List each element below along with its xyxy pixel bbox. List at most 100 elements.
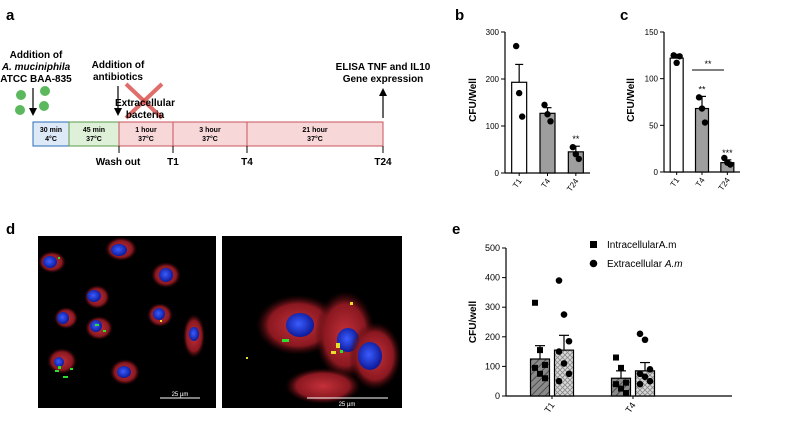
data-point [512, 42, 520, 50]
segment-4-time: 3 hour [199, 127, 221, 134]
chart-c: 0 50 100 150 T1 ** T4 *** T24 [645, 28, 740, 192]
bacterium-dot [16, 90, 26, 100]
data-point [670, 52, 677, 59]
y-tick-label: 150 [645, 28, 659, 37]
x-tick-label: T4 [539, 177, 552, 190]
bacteria-icon [15, 86, 50, 115]
segment-4-temp: 37°C [202, 135, 218, 143]
cross-icon [124, 82, 164, 120]
segment-5-temp: 37°C [307, 135, 323, 143]
panel-e: e CFU/well 0 100 200 300 400 500 T1 T4 Intracel… [452, 221, 732, 415]
timeline-bar [32, 121, 384, 147]
data-point [727, 161, 734, 168]
arrow-down-icon [29, 88, 37, 116]
data-point [537, 370, 543, 377]
legend-marker-circle [589, 259, 598, 268]
data-point [555, 377, 563, 385]
legend-item-extracellular: Extracellular A.m [607, 259, 683, 270]
segment-3-temp: 37°C [138, 135, 154, 143]
data-point [544, 111, 551, 118]
panel-d: d [6, 221, 402, 408]
chart-b-ylabel: CFU/Well [468, 78, 479, 122]
data-point [555, 348, 563, 355]
y-tick-label: 100 [485, 361, 500, 371]
chart-c-ylabel: CFU/Well [626, 78, 637, 122]
data-point [565, 337, 573, 345]
data-point [701, 119, 709, 126]
bacteria-signal [55, 257, 162, 378]
data-point [572, 151, 580, 158]
x-tick-label: T1 [511, 177, 524, 190]
panel-label-c: c [620, 7, 628, 24]
x-tick-label: T1 [542, 400, 556, 414]
y-tick-label: 0 [495, 391, 500, 401]
chart-b: 0 100 200 300 T1 T4 ** T24 [486, 28, 590, 193]
data-point [537, 347, 543, 354]
data-point [613, 381, 619, 388]
timepoint-t1: T1 [167, 157, 179, 168]
bacteria-signal [246, 302, 353, 359]
scale-bar: 25 µm [160, 392, 200, 399]
data-point [560, 311, 568, 318]
antibiotics-label-2: antibiotics [93, 72, 143, 83]
segment-5-time: 21 hour [302, 127, 328, 134]
scale-bar-label: 25 µm [339, 402, 356, 408]
data-point [542, 361, 548, 368]
significance-label: ** [572, 134, 580, 144]
data-point [698, 105, 706, 112]
data-point [555, 277, 563, 284]
data-point [636, 330, 644, 338]
segment-5 [246, 121, 384, 147]
y-tick-label: 200 [485, 332, 500, 342]
segment-1-temp: 4°C [45, 135, 57, 143]
data-point [542, 375, 548, 382]
extracellular-label-1: Extracellular [115, 98, 175, 109]
bar [669, 57, 684, 173]
data-point [623, 379, 629, 386]
data-point [532, 299, 538, 306]
data-point [565, 370, 573, 378]
data-point [532, 364, 538, 371]
addition-label: Addition of [10, 50, 63, 61]
x-tick-label: T1 [669, 176, 682, 189]
scale-bar-label: 25 µm [172, 392, 189, 398]
arrow-down-icon [114, 86, 122, 116]
segment-1 [32, 121, 70, 147]
chart-e-ylabel: CFU/well [468, 301, 479, 343]
bacterium-dot [39, 101, 49, 111]
micrograph-right: 25 µm [222, 236, 402, 408]
segment-1-time: 30 min [40, 127, 62, 134]
data-point [676, 53, 683, 60]
timepoint-t24: T24 [374, 157, 392, 168]
extracellular-label-2: bacteria [126, 110, 165, 121]
bar [694, 107, 710, 173]
legend-item-intracellular: IntracellularA.m [607, 240, 676, 251]
strain-label: ATCC BAA-835 [0, 74, 72, 85]
panel-b: b CFU/Well 0 100 200 300 T1 T4 ** T24 [455, 7, 590, 193]
y-tick-label: 200 [486, 75, 500, 84]
panel-label-d: d [6, 221, 15, 238]
micrograph-left: 25 µm [38, 236, 216, 408]
segment-2-time: 45 min [83, 127, 105, 134]
segment-2-temp: 37°C [86, 135, 102, 143]
data-point [721, 154, 728, 162]
panel-label-b: b [455, 7, 464, 24]
segment-2 [68, 121, 120, 147]
antibiotics-label-1: Addition of [92, 60, 145, 71]
data-point [641, 373, 649, 381]
data-point [618, 385, 624, 392]
panel-a: a Addition of A. muciniphila ATCC BAA-83… [0, 7, 431, 168]
x-tick-label: T4 [694, 176, 707, 189]
timepoint-ticks [118, 146, 384, 153]
data-point [613, 354, 619, 361]
y-tick-label: 0 [495, 169, 500, 178]
y-tick-label: 300 [485, 302, 500, 312]
y-tick-label: 500 [485, 243, 500, 253]
significance-label: ** [698, 84, 706, 94]
arrow-up-icon [379, 88, 387, 118]
data-point [646, 366, 654, 373]
y-tick-label: 300 [486, 28, 500, 37]
legend-marker-square [590, 241, 597, 248]
significance-label: *** [722, 148, 733, 158]
significance-bracket: ** [692, 59, 724, 71]
